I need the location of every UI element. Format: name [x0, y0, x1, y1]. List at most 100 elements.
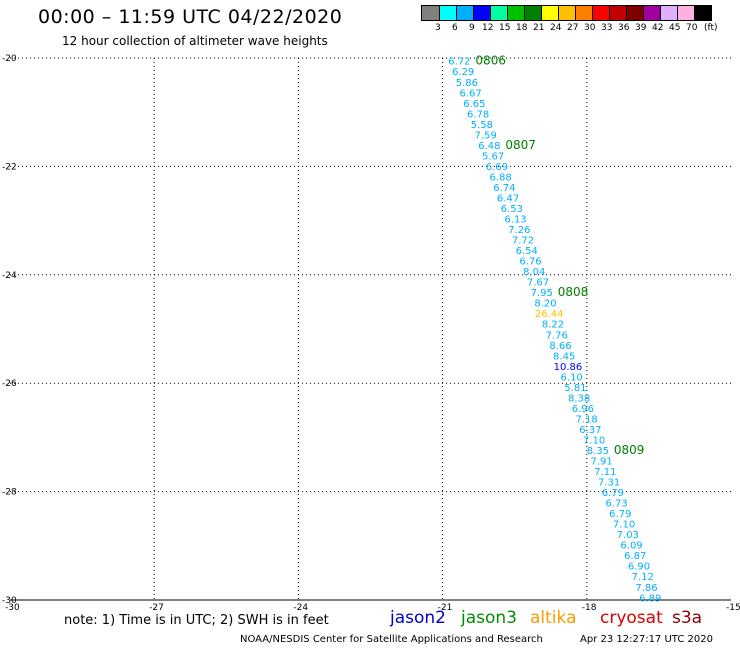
generated-timestamp: Apr 23 12:27:17 UTC 2020 [580, 634, 713, 645]
wave-height-label: 10.86 [554, 362, 583, 373]
colorbar-swatch [592, 6, 609, 20]
colorbar-swatch [660, 6, 677, 20]
wave-height-label: 6.65 [463, 99, 485, 110]
wave-height-label: 5.81 [564, 383, 586, 394]
wave-height-label: 7.10 [583, 435, 605, 446]
wave-height-label: 7.10 [613, 520, 635, 531]
wave-height-label: 6.10 [561, 372, 583, 383]
colorbar-label: 36 [618, 23, 630, 33]
wave-height-label: 7.67 [527, 278, 549, 289]
lon-tick-label: -18 [582, 603, 597, 613]
wave-height-label: 7.18 [576, 414, 598, 425]
wave-height-label: 6.76 [519, 257, 541, 268]
legend-jason2: jason2 [390, 608, 446, 628]
units-note: note: 1) Time is in UTC; 2) SWH is in fe… [64, 613, 329, 628]
colorbar-swatch [643, 6, 660, 20]
pass-time-label: 0809 [614, 443, 645, 457]
pass-time-label: 0806 [475, 54, 506, 68]
wave-height-label: 7.26 [508, 225, 530, 236]
wave-height-label: 6.79 [609, 509, 631, 520]
colorbar-label: 3 [435, 23, 441, 33]
lon-tick-label: -15 [726, 603, 740, 613]
wave-height-label: 6.88 [489, 172, 511, 183]
colorbar-label: 30 [584, 23, 596, 33]
colorbar-swatch [626, 6, 643, 20]
lat-tick-label: -20 [2, 54, 17, 64]
colorbar-swatch [473, 6, 490, 20]
wave-height-label: 8.35 [587, 446, 609, 457]
wave-height-label: 6.78 [467, 109, 489, 120]
wave-height-label: 6.47 [497, 193, 519, 204]
lat-tick-label: -28 [2, 488, 17, 498]
legend-cryosat: cryosat [600, 608, 663, 628]
credit-line: NOAA/NESDIS Center for Satellite Applica… [240, 634, 543, 645]
wave-height-label: 6.37 [579, 425, 601, 436]
wave-height-label: 6.67 [460, 88, 482, 99]
wave-height-label: 6.54 [516, 246, 538, 257]
colorbar-swatch [558, 6, 575, 20]
colorbar-swatch [507, 6, 524, 20]
wave-height-label: 8.45 [553, 351, 575, 362]
wave-height-label: 7.86 [635, 583, 657, 594]
wave-height-label: 5.67 [482, 151, 504, 162]
colorbar-label: 39 [635, 23, 647, 33]
wave-height-label: 6.13 [504, 215, 526, 226]
colorbar-swatch [456, 6, 473, 20]
wave-height-label: 6.73 [605, 499, 627, 510]
wave-height-label: 7.91 [590, 457, 612, 468]
colorbar-swatch [541, 6, 558, 20]
wave-height-label: 6.87 [624, 551, 646, 562]
colorbar-swatch [422, 6, 439, 20]
colorbar-label: 15 [499, 23, 511, 33]
colorbar-label: 12 [482, 23, 494, 33]
wave-height-label: 6.72 [448, 57, 470, 68]
colorbar-swatch [575, 6, 592, 20]
legend-jason3: jason3 [461, 608, 517, 628]
wave-height-label: 8.22 [542, 320, 564, 331]
colorbar-label: 6 [452, 23, 458, 33]
lon-tick-label: -24 [293, 603, 308, 613]
colorbar-swatch [439, 6, 456, 20]
colorbar-swatch [524, 6, 541, 20]
wave-height-label: 8.38 [568, 393, 590, 404]
wave-height-label: 6.89 [639, 593, 661, 604]
colorbar-label: 24 [550, 23, 562, 33]
colorbar-label: 45 [669, 23, 681, 33]
wave-height-label: 7.95 [531, 288, 553, 299]
wave-height-label: 5.86 [456, 78, 478, 89]
wave-height-label: 7.72 [512, 236, 534, 247]
wave-height-label: 7.03 [617, 530, 639, 541]
colorbar-label: 33 [601, 23, 613, 33]
colorbar-swatch [609, 6, 626, 20]
legend-altika: altika [530, 608, 577, 628]
wave-height-label: 7.31 [598, 478, 620, 489]
lat-tick-label: -22 [2, 162, 17, 172]
pass-time-label: 0807 [505, 138, 536, 152]
lat-tick-label: -24 [2, 271, 17, 281]
colorbar-label: 21 [533, 23, 545, 33]
lat-tick-label: -26 [2, 379, 17, 389]
wave-height-label: 7.12 [632, 572, 654, 583]
wave-height-label: 6.69 [486, 162, 508, 173]
page-subtitle: 12 hour collection of altimeter wave hei… [62, 34, 328, 48]
wave-height-label: 5.58 [471, 120, 493, 131]
wave-height-label: 6.96 [572, 404, 594, 415]
wave-height-label: 7.59 [474, 130, 496, 141]
wave-height-label: 6.79 [602, 488, 624, 499]
colorbar-swatch [694, 6, 711, 20]
colorbar-label: 27 [567, 23, 579, 33]
colorbar-swatch [677, 6, 694, 20]
wave-height-label: 6.29 [452, 67, 474, 78]
colorbar-unit: (ft) [704, 23, 718, 33]
wave-height-label: 7.11 [594, 467, 616, 478]
wave-height-label: 6.09 [620, 541, 642, 552]
wave-height-label: 6.90 [628, 562, 650, 573]
wave-height-colorbar: 3 6 9 12 15 18 21 24 27 30 33 36 39 42 45 70 (ft) [421, 5, 718, 33]
wave-height-label: 26.44 [535, 309, 564, 320]
colorbar-label: 42 [652, 23, 664, 33]
lon-tick-label: -27 [149, 603, 164, 613]
colorbar-label: 9 [469, 23, 475, 33]
lon-tick-label: -21 [438, 603, 453, 613]
wave-height-label: 6.74 [493, 183, 515, 194]
